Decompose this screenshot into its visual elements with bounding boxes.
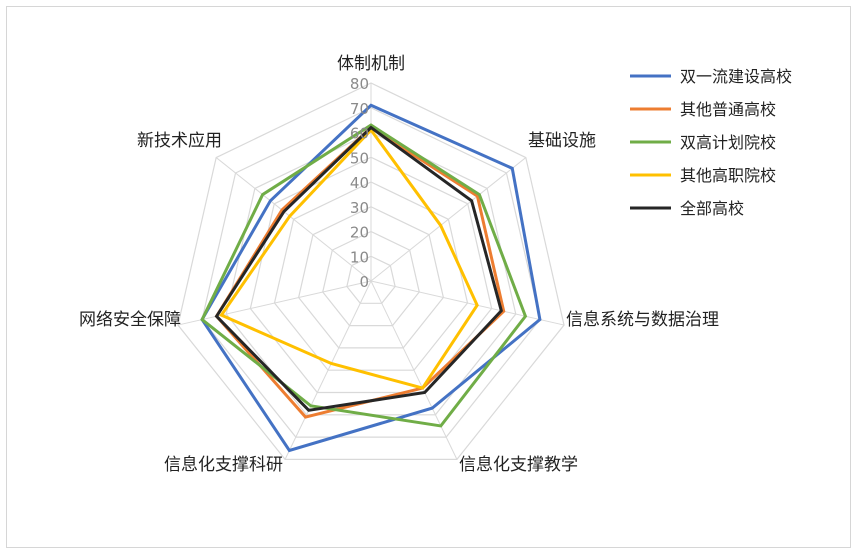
grid-ring-80 [177,82,565,460]
chart-frame [6,6,851,548]
spoke-5 [177,280,372,326]
spoke-1 [370,157,527,282]
spoke-2 [370,280,565,326]
radial-tick-labels: 0 10 20 30 40 50 60 70 80 [350,75,369,291]
spoke-4 [284,280,372,460]
tick-label-80: 80 [350,75,369,93]
tick-label-60: 60 [350,125,369,143]
spoke-6 [215,157,372,282]
tick-label-0: 0 [359,273,369,291]
series-line-3 [219,127,479,390]
legend-label-0: 双一流建设高校 [680,67,792,86]
axis-label-2: 信息系统与数据治理 [566,310,719,330]
tick-label-10: 10 [350,248,369,266]
legend-label-1: 其他普通高校 [680,100,776,119]
axis-label-4: 信息化支撑科研 [164,455,283,475]
tick-label-20: 20 [350,224,369,242]
axis-label-6: 新技术应用 [137,131,222,151]
tick-label-50: 50 [350,149,369,167]
axis-label-1: 基础设施 [528,131,596,151]
grid-ring-70 [201,107,541,438]
axis-label-3: 信息化支撑教学 [459,455,578,475]
grid-ring-50 [249,156,493,394]
tick-label-30: 30 [350,199,369,217]
series-line-0 [200,103,542,453]
grid-ring-10 [346,255,396,304]
legend-label-4: 全部高校 [680,199,744,218]
tick-label-40: 40 [350,174,369,192]
radar-spokes [177,83,565,460]
legend-label-3: 其他高职院校 [680,166,776,185]
grid-ring-20 [322,230,420,327]
legend-label-2: 双高计划院校 [680,133,776,152]
axis-label-5: 网络安全保障 [79,310,181,330]
grid-ring-40 [273,181,469,371]
axis-label-0: 体制机制 [337,54,405,74]
series-line-2 [200,123,528,428]
spoke-3 [370,280,458,460]
series-line-4 [214,125,503,412]
grid-ring-30 [297,206,445,349]
radar-series-group [200,103,542,453]
tick-label-70: 70 [350,100,369,118]
